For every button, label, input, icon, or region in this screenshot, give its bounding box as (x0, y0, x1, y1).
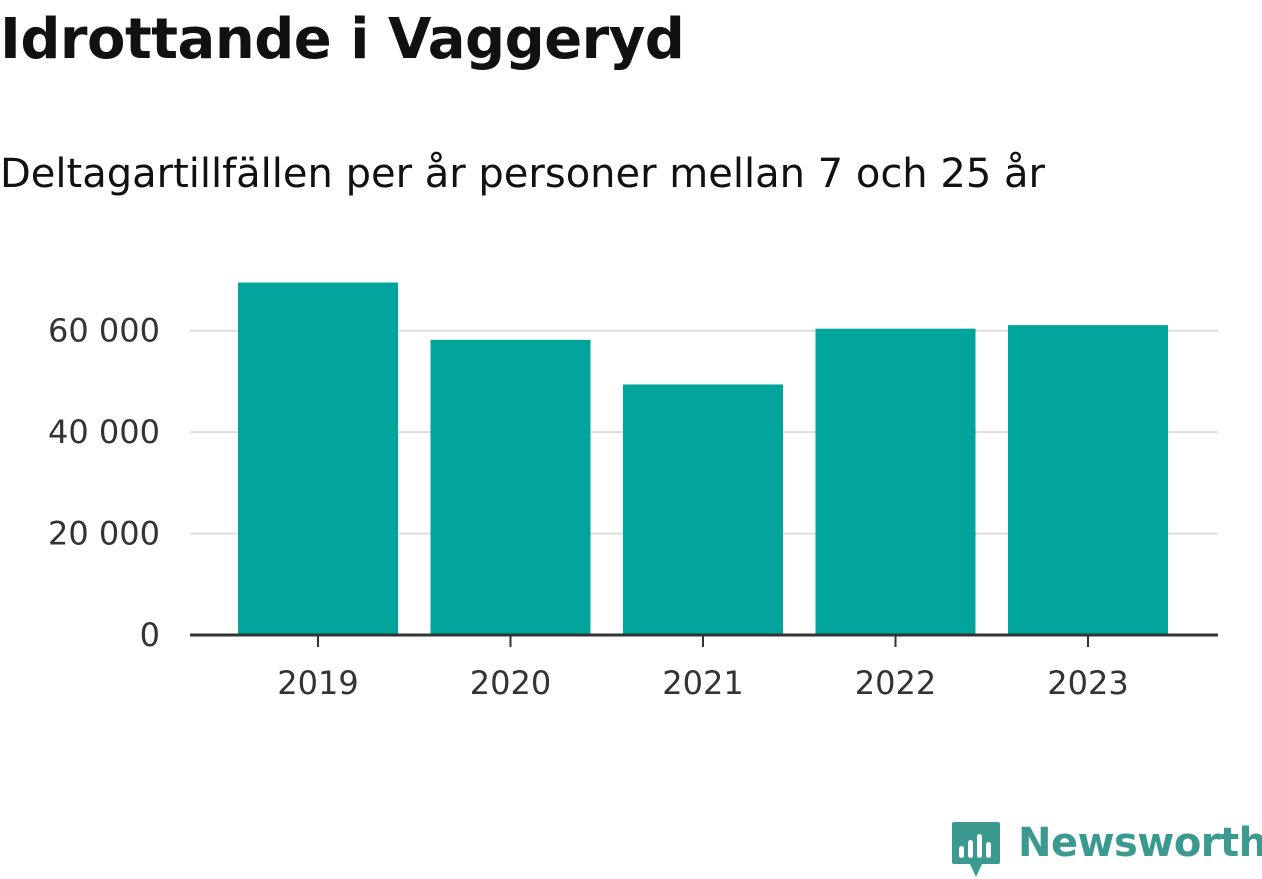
x-axis (190, 633, 1218, 647)
bars (238, 282, 1168, 635)
x-tick-label: 2019 (277, 664, 358, 702)
x-tick-label: 2021 (662, 664, 743, 702)
bar-2020 (430, 339, 591, 635)
bar-2019 (238, 282, 398, 635)
y-tick-label: 0 (140, 616, 160, 654)
x-tick-label: 2020 (470, 664, 551, 702)
x-tick-label: 2023 (1047, 664, 1128, 702)
bar-2021 (623, 384, 783, 635)
x-axis-tick-labels: 2019 2020 2021 2022 2023 (277, 664, 1128, 702)
bar-2023 (1008, 325, 1168, 635)
newsworthy-logo-text: Newsworthy (1018, 820, 1262, 866)
newsworthy-logo-icon (952, 822, 1000, 877)
y-axis-tick-labels: 0 20 000 40 000 60 000 (48, 312, 160, 654)
bar-2022 (815, 328, 976, 635)
y-tick-label: 40 000 (48, 413, 160, 451)
newsworthy-logo: Newsworthy (950, 820, 1262, 879)
y-tick-label: 60 000 (48, 312, 160, 350)
chart-subtitle: Deltagartillfällen per år personer mella… (0, 151, 1045, 197)
y-tick-label: 20 000 (48, 515, 160, 553)
x-tick-label: 2022 (855, 664, 936, 702)
chart-title: Idrottande i Vaggeryd (0, 7, 685, 72)
